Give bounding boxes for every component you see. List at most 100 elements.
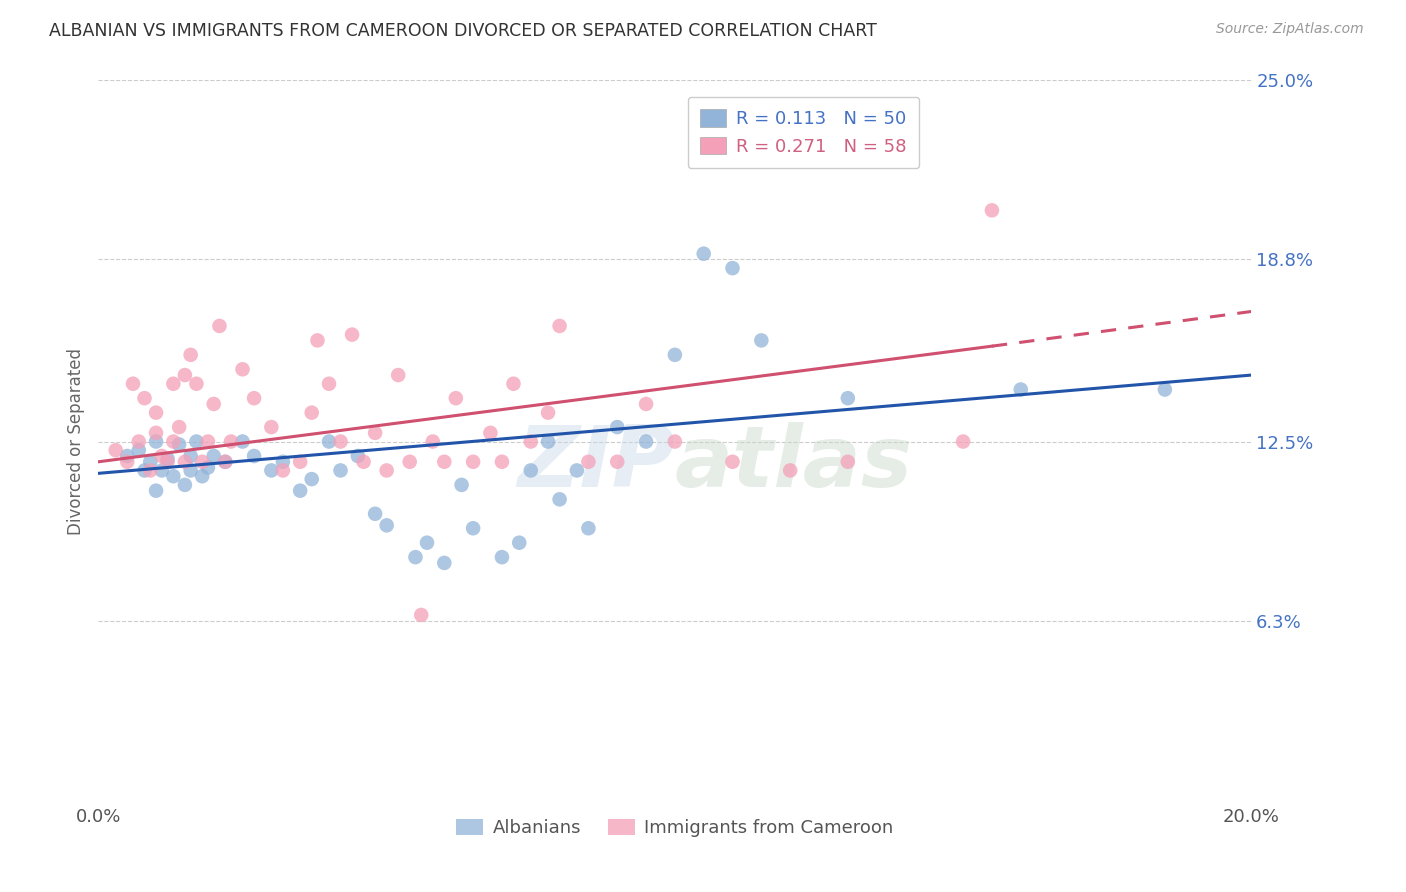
Point	[398, 455, 420, 469]
Point	[479, 425, 502, 440]
Point	[329, 463, 352, 477]
Point	[117, 449, 139, 463]
Point	[191, 455, 214, 469]
Point	[162, 376, 184, 391]
Point	[271, 455, 294, 469]
Point	[162, 469, 184, 483]
Text: Source: ZipAtlas.com: Source: ZipAtlas.com	[1216, 22, 1364, 37]
Point	[180, 463, 202, 477]
Point	[1010, 383, 1032, 397]
Point	[606, 420, 628, 434]
Point	[422, 434, 444, 449]
Point	[548, 492, 571, 507]
Point	[197, 434, 219, 449]
Point	[150, 449, 173, 463]
Point	[520, 463, 543, 477]
Point	[520, 434, 543, 449]
Point	[537, 434, 560, 449]
Point	[260, 420, 283, 434]
Point	[433, 556, 456, 570]
Point	[952, 434, 974, 449]
Point	[243, 391, 266, 405]
Point	[693, 246, 716, 260]
Point	[301, 472, 323, 486]
Point	[134, 391, 156, 405]
Text: ALBANIAN VS IMMIGRANTS FROM CAMEROON DIVORCED OR SEPARATED CORRELATION CHART: ALBANIAN VS IMMIGRANTS FROM CAMEROON DIV…	[49, 22, 877, 40]
Point	[186, 376, 208, 391]
Point	[202, 449, 225, 463]
Point	[346, 449, 368, 463]
Point	[167, 437, 190, 451]
Point	[191, 469, 214, 483]
Point	[1154, 383, 1177, 397]
Point	[779, 463, 801, 477]
Point	[104, 443, 127, 458]
Point	[122, 376, 145, 391]
Point	[461, 455, 484, 469]
Point	[174, 368, 197, 382]
Point	[387, 368, 409, 382]
Text: ZIP: ZIP	[517, 422, 675, 505]
Point	[145, 483, 167, 498]
Point	[411, 607, 433, 622]
Point	[364, 507, 387, 521]
Point	[186, 434, 208, 449]
Point	[664, 348, 686, 362]
Point	[548, 318, 571, 333]
Point	[301, 406, 323, 420]
Point	[139, 455, 162, 469]
Point	[636, 397, 658, 411]
Point	[461, 521, 484, 535]
Point	[318, 376, 340, 391]
Point	[721, 261, 744, 276]
Point	[375, 463, 398, 477]
Point	[433, 455, 456, 469]
Point	[197, 460, 219, 475]
Point	[219, 434, 242, 449]
Point	[537, 406, 560, 420]
Point	[405, 550, 427, 565]
Point	[167, 420, 190, 434]
Point	[260, 463, 283, 477]
Point	[128, 434, 150, 449]
Point	[128, 443, 150, 458]
Point	[508, 535, 530, 549]
Point	[134, 463, 156, 477]
Point	[139, 463, 162, 477]
Point	[751, 334, 773, 348]
Point	[636, 434, 658, 449]
Point	[214, 455, 236, 469]
Point	[721, 455, 744, 469]
Point	[156, 451, 179, 466]
Point	[340, 327, 363, 342]
Point	[180, 449, 202, 463]
Point	[664, 434, 686, 449]
Point	[491, 550, 513, 565]
Point	[353, 455, 375, 469]
Point	[502, 376, 524, 391]
Point	[231, 362, 254, 376]
Point	[364, 425, 387, 440]
Point	[174, 478, 197, 492]
Point	[290, 483, 312, 498]
Y-axis label: Divorced or Separated: Divorced or Separated	[66, 348, 84, 535]
Point	[444, 391, 467, 405]
Point	[162, 434, 184, 449]
Point	[450, 478, 472, 492]
Point	[231, 434, 254, 449]
Point	[117, 455, 139, 469]
Point	[837, 455, 859, 469]
Legend: Albanians, Immigrants from Cameroon: Albanians, Immigrants from Cameroon	[449, 812, 901, 845]
Point	[145, 425, 167, 440]
Point	[156, 455, 179, 469]
Point	[150, 463, 173, 477]
Point	[208, 318, 231, 333]
Point	[578, 455, 600, 469]
Point	[329, 434, 352, 449]
Point	[981, 203, 1004, 218]
Point	[271, 463, 294, 477]
Point	[145, 406, 167, 420]
Point	[565, 463, 588, 477]
Point	[307, 334, 329, 348]
Point	[837, 391, 859, 405]
